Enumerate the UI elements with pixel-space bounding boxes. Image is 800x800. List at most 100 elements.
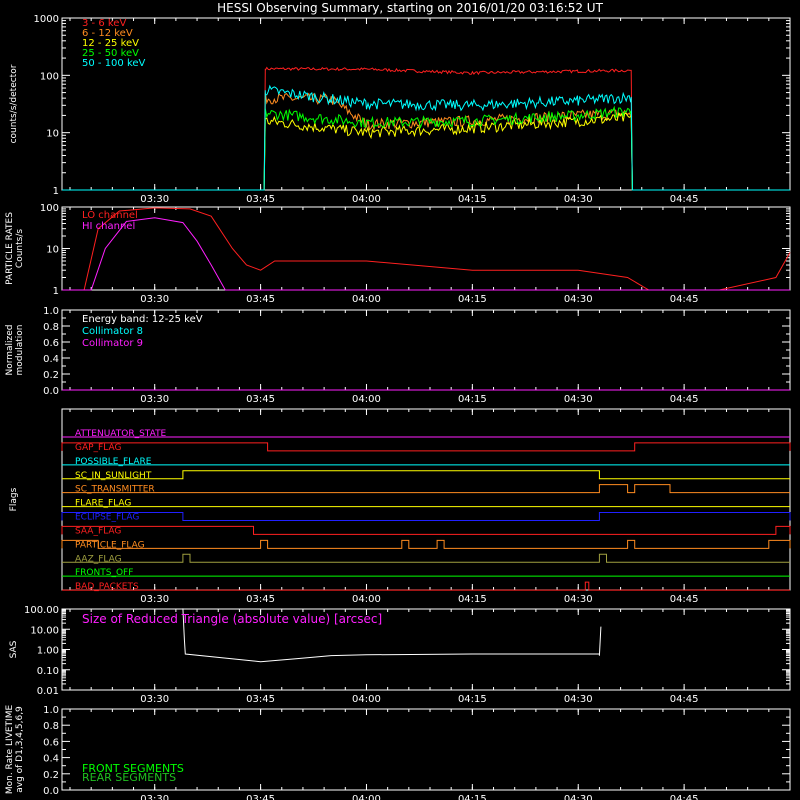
y-axis-label: avg of D1,3,4,5,6,9 [15,706,25,793]
count-rates-frame [61,17,791,191]
count-rates-legend-entry: 25 - 50 keV [82,48,139,59]
y-tick-label: 0.8 [43,721,59,732]
count-rates-legend-entry: 50 - 100 keV [82,58,146,69]
x-tick-label: 04:30 [564,594,593,605]
livetime-legend-entry: FRONT SEGMENTS [82,762,184,775]
flag-label: ATTENUATOR_STATE [75,429,167,439]
x-tick-label: 04:00 [352,194,381,205]
flags-frame [61,408,791,591]
count-rates-series-50-100-kev [62,84,790,191]
sas-axes: 03:30 03:45 04:00 04:15 04:30 04:45 0.01 0.10 1.… [9,605,791,705]
y-tick-label: 1.0 [43,306,59,317]
count-rates-axes: 03:30 03:45 04:00 04:15 04:30 04:45 1 10 100 1000… [9,14,791,205]
x-tick-label: 03:30 [140,694,169,705]
particle-rates-legend-entry: LO channel [82,210,138,221]
count-rates-series-25-50-kev [62,105,790,191]
x-tick-label: 03:45 [246,794,275,800]
y-tick-label: 1000 [34,14,59,25]
count-rates-series-6-12-kev [62,92,790,191]
y-tick-label: 100 [40,71,59,82]
x-tick-label: 04:00 [352,794,381,800]
flag-label: SC_TRANSMITTER [75,485,155,495]
modulation-axes: 03:30 03:45 04:00 04:15 04:30 04:45 0.0 0.2 0.4 0… [5,306,791,405]
flag-line-particle-flag [61,539,791,549]
x-tick-label: 04:15 [458,394,487,405]
livetime-axes: 03:30 03:45 04:00 04:15 04:30 04:45 0.0 0.2 0.4 0… [5,705,791,800]
y-tick-label: 0.6 [43,737,59,748]
y-axis-label: PARTICLE RATES [5,212,15,285]
flag-label: POSSIBLE_FLARE [75,457,152,467]
y-tick-label: 0.6 [43,338,59,349]
x-tick-label: 03:45 [246,194,275,205]
x-tick-label: 04:45 [670,394,699,405]
y-axis-label: SAS [9,640,19,658]
x-tick-label: 04:00 [352,694,381,705]
panels-container: 03:30 03:45 04:00 04:15 04:30 04:451101001000… [5,14,791,800]
livetime-legend-entry: REAR SEGMENTS [82,771,176,784]
flag-label: FLARE_FLAG [75,499,131,509]
x-tick-label: 03:45 [246,594,275,605]
flag-line-bad-packets [62,581,790,591]
y-axis-label: Flags [9,487,19,511]
x-tick-label: 04:30 [564,194,593,205]
x-tick-label: 04:30 [564,294,593,305]
y-tick-label: 10 [46,129,59,140]
x-tick-label: 04:15 [458,194,487,205]
y-tick-label: 100.00 [24,605,59,616]
flag-label: FRONTS_OFF [75,568,133,578]
flag-label: SAA_FLAG [75,526,121,536]
y-tick-label: 0.01 [37,686,59,697]
chart-title: HESSI Observing Summary, starting on 201… [217,1,603,15]
y-tick-label: 0.10 [37,666,59,677]
x-tick-label: 04:15 [458,794,487,800]
x-tick-label: 04:00 [352,294,381,305]
x-tick-label: 04:45 [670,794,699,800]
y-tick-label: 1 [53,286,59,297]
flag-line-aaz-flag [62,553,790,563]
count-rates-legend-entry: 12 - 25 keV [82,38,139,49]
x-tick-label: 03:30 [140,394,169,405]
particle-rates-series-hi-channel [62,217,790,291]
y-tick-label: 1 [53,186,59,197]
y-tick-label: 1.00 [37,646,59,657]
y-tick-label: 0.0 [43,786,59,797]
y-tick-label: 0.8 [43,322,59,333]
y-tick-label: 0.4 [43,754,59,765]
x-tick-label: 03:30 [140,794,169,800]
flag-label: PARTICLE_FLAG [75,540,145,550]
x-tick-label: 03:45 [246,694,275,705]
x-tick-label: 04:45 [670,194,699,205]
y-tick-label: 0.2 [43,770,59,781]
modulation-legend-entry: Collimator 9 [82,338,143,349]
flag-line-sc-transmitter [62,484,790,494]
y-tick-label: 1.0 [43,705,59,716]
flag-label: ECLIPSE_FLAG [75,513,139,523]
x-tick-label: 04:45 [670,594,699,605]
x-tick-label: 03:30 [140,194,169,205]
flags-axes: 03:30 03:45 04:00 04:15 04:30 04:45 Flags [9,408,791,605]
flag-line-saa-flag [61,525,791,535]
x-tick-label: 03:30 [140,294,169,305]
x-tick-label: 04:00 [352,594,381,605]
flag-label: GAP_FLAG [75,443,121,453]
x-tick-label: 03:45 [246,394,275,405]
y-tick-label: 100 [40,203,59,214]
sas-annotation: Size of Reduced Triangle (absolute value… [82,612,382,626]
flag-label: AAZ_FLAG [75,554,122,564]
x-tick-label: 04:00 [352,394,381,405]
y-tick-label: 10 [46,245,59,256]
y-axis-label: Counts/s [15,229,25,268]
count-rates-legend-entry: 6 - 12 keV [82,28,133,39]
y-tick-label: 0.0 [43,386,59,397]
x-tick-label: 04:45 [670,294,699,305]
x-tick-label: 04:30 [564,394,593,405]
x-tick-label: 04:30 [564,794,593,800]
sas-series-line [182,608,602,663]
flag-line-gap-flag [61,442,791,452]
particle-rates-frame [61,206,791,291]
y-tick-label: 10.00 [30,625,59,636]
x-tick-label: 04:15 [458,594,487,605]
y-axis-label: counts/s/detector [9,64,19,143]
flag-line-sc-in-sunlight [62,470,790,480]
